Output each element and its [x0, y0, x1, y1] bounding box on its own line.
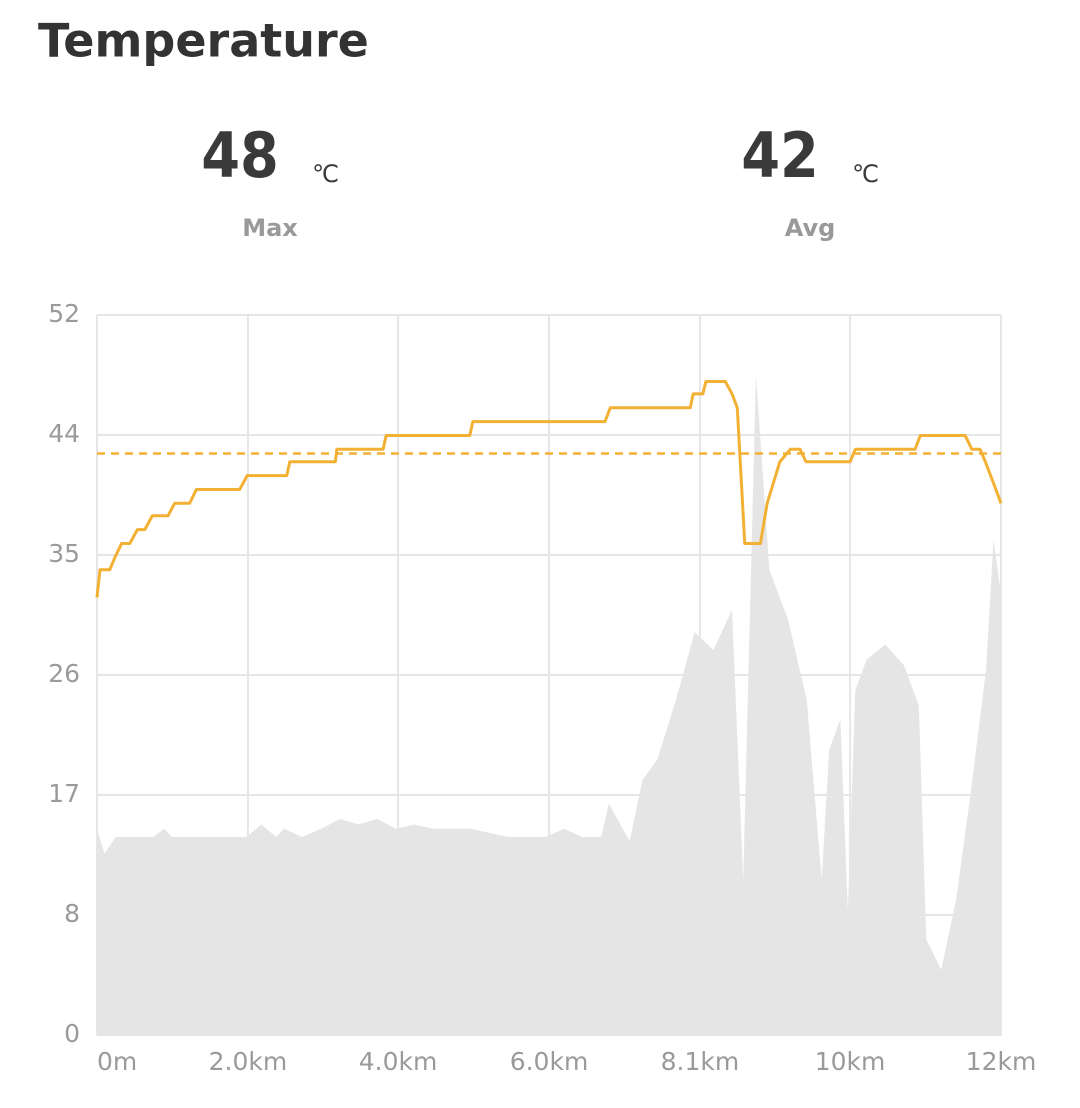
y-tick-label: 26 — [48, 659, 80, 688]
x-tick-label: 0m — [97, 1047, 137, 1076]
y-tick-label: 17 — [48, 779, 80, 808]
y-tick-label: 0 — [64, 1019, 80, 1048]
x-tick-label: 6.0km — [510, 1047, 589, 1076]
x-tick-label: 12km — [966, 1047, 1037, 1076]
line-series — [95, 379, 1003, 598]
chart: 0 8 17 26 35 44 52 0m 2.0km 4.0km 6.0km 8.1km 10km 12… — [48, 299, 1036, 1076]
stat-value: 42 — [741, 119, 819, 192]
y-tick-label: 35 — [48, 539, 80, 568]
stat-value: 48 — [201, 119, 279, 192]
x-tick-label: 4.0km — [359, 1047, 438, 1076]
stats: 48 ℃ Max 42 ℃ Avg — [201, 119, 879, 242]
x-tick-label: 10km — [815, 1047, 886, 1076]
stat-label: Max — [242, 214, 298, 242]
area-series — [97, 374, 1001, 1035]
page-title: Temperature — [38, 14, 369, 68]
stat-unit: ℃ — [312, 160, 339, 188]
stat-unit: ℃ — [852, 160, 879, 188]
x-tick-label: 8.1km — [661, 1047, 740, 1076]
y-tick-label: 44 — [48, 419, 80, 448]
y-tick-label: 8 — [64, 899, 80, 928]
y-tick-label: 52 — [48, 299, 80, 328]
x-tick-label: 2.0km — [209, 1047, 288, 1076]
stat-label: Avg — [785, 214, 836, 242]
